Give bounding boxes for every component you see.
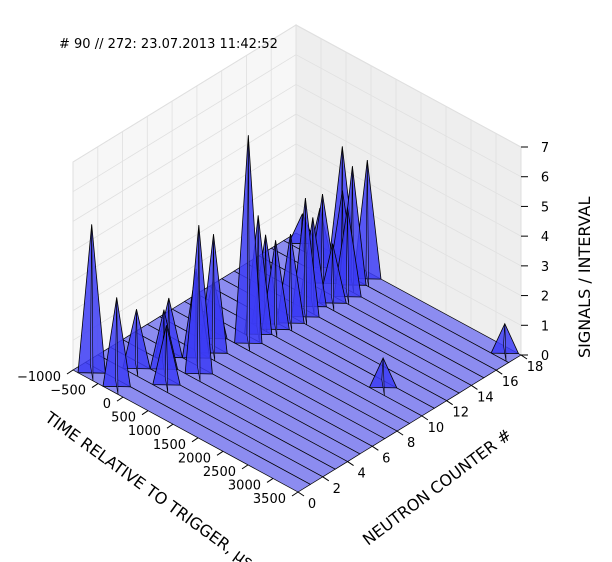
z-gridline: [72, 54, 522, 193]
surface-peak: [381, 357, 385, 396]
surface-peak: [303, 197, 307, 325]
x-tick-label: −500: [50, 384, 86, 399]
surface-peak: [164, 325, 169, 393]
x-tick: [91, 383, 99, 388]
x-tick-label: 3500: [253, 492, 286, 507]
x-tick-label: −1000: [17, 370, 61, 385]
x-tick: [266, 478, 274, 483]
surface-peak: [273, 240, 278, 338]
z-gridline: [72, 24, 522, 163]
x-tick: [291, 491, 299, 497]
surface-peak: [115, 297, 119, 395]
z-tick-label: 7: [541, 141, 549, 156]
x-tick: [141, 410, 149, 416]
z-gridline: [72, 83, 522, 222]
y-tick: [421, 415, 429, 421]
surface-peak: [365, 159, 369, 287]
y-tick: [347, 461, 354, 466]
y-tick-label: 8: [407, 436, 415, 451]
y-tick-label: 14: [477, 390, 494, 405]
y-tick-label: 12: [452, 406, 469, 421]
y-tick-label: 18: [527, 360, 544, 375]
z-axis-label: SIGNALS / INTERVAL: [575, 197, 594, 359]
surface-peak: [197, 225, 201, 382]
x-tick-label: 1000: [128, 424, 161, 439]
z-tick-label: 5: [541, 200, 549, 215]
y-tick-label: 0: [308, 497, 316, 512]
z-gridline: [72, 143, 522, 282]
x-tick: [191, 437, 199, 443]
z-tick-label: 3: [541, 260, 549, 275]
y-tick-label: 2: [333, 482, 341, 497]
y-tick-label: 4: [357, 467, 365, 482]
y-tick: [446, 400, 453, 406]
surface-peak: [330, 243, 335, 311]
y-tick: [372, 445, 379, 451]
y-tick: [396, 430, 404, 436]
surface-peak: [288, 233, 293, 332]
y-tick: [322, 476, 330, 482]
x-tick-label: 2500: [203, 465, 236, 480]
chart-title: # 90 // 272: 23.07.2013 11:42:52: [59, 37, 278, 52]
z-gridline: [72, 173, 522, 311]
y-tick: [471, 385, 478, 390]
z-tick-label: 0: [541, 349, 549, 364]
x-tick: [216, 450, 224, 456]
z-gridline: [72, 202, 522, 341]
surface-peak: [134, 309, 139, 377]
x-tick: [66, 369, 74, 375]
x-tick: [241, 464, 249, 470]
y-tick-label: 16: [502, 375, 519, 390]
surface-peak: [345, 207, 350, 305]
surface-peak: [503, 323, 507, 362]
z-gridline: [72, 113, 522, 252]
y-tick-label: 10: [428, 421, 445, 436]
y-tick-label: 6: [382, 451, 390, 466]
surface-peak: [246, 135, 250, 352]
x-tick-label: 0: [103, 397, 111, 412]
surface-peak: [211, 234, 216, 361]
y-tick: [297, 491, 305, 497]
x-tick-label: 1500: [153, 438, 186, 453]
z-tick-label: 6: [541, 171, 549, 186]
x-tick: [166, 423, 174, 429]
z-tick-label: 2: [541, 290, 549, 305]
x-tick-label: 3000: [228, 478, 261, 493]
x-tick-label: 500: [111, 411, 136, 426]
y-tick: [495, 369, 503, 375]
surface-peak: [90, 224, 94, 381]
y-axis-label: NEUTRON COUNTER #: [359, 425, 515, 549]
x-tick: [116, 396, 124, 402]
z-tick-label: 1: [541, 319, 549, 334]
x-tick-label: 2000: [178, 451, 211, 466]
z-tick-label: 4: [541, 230, 549, 245]
y-tick: [520, 354, 528, 360]
